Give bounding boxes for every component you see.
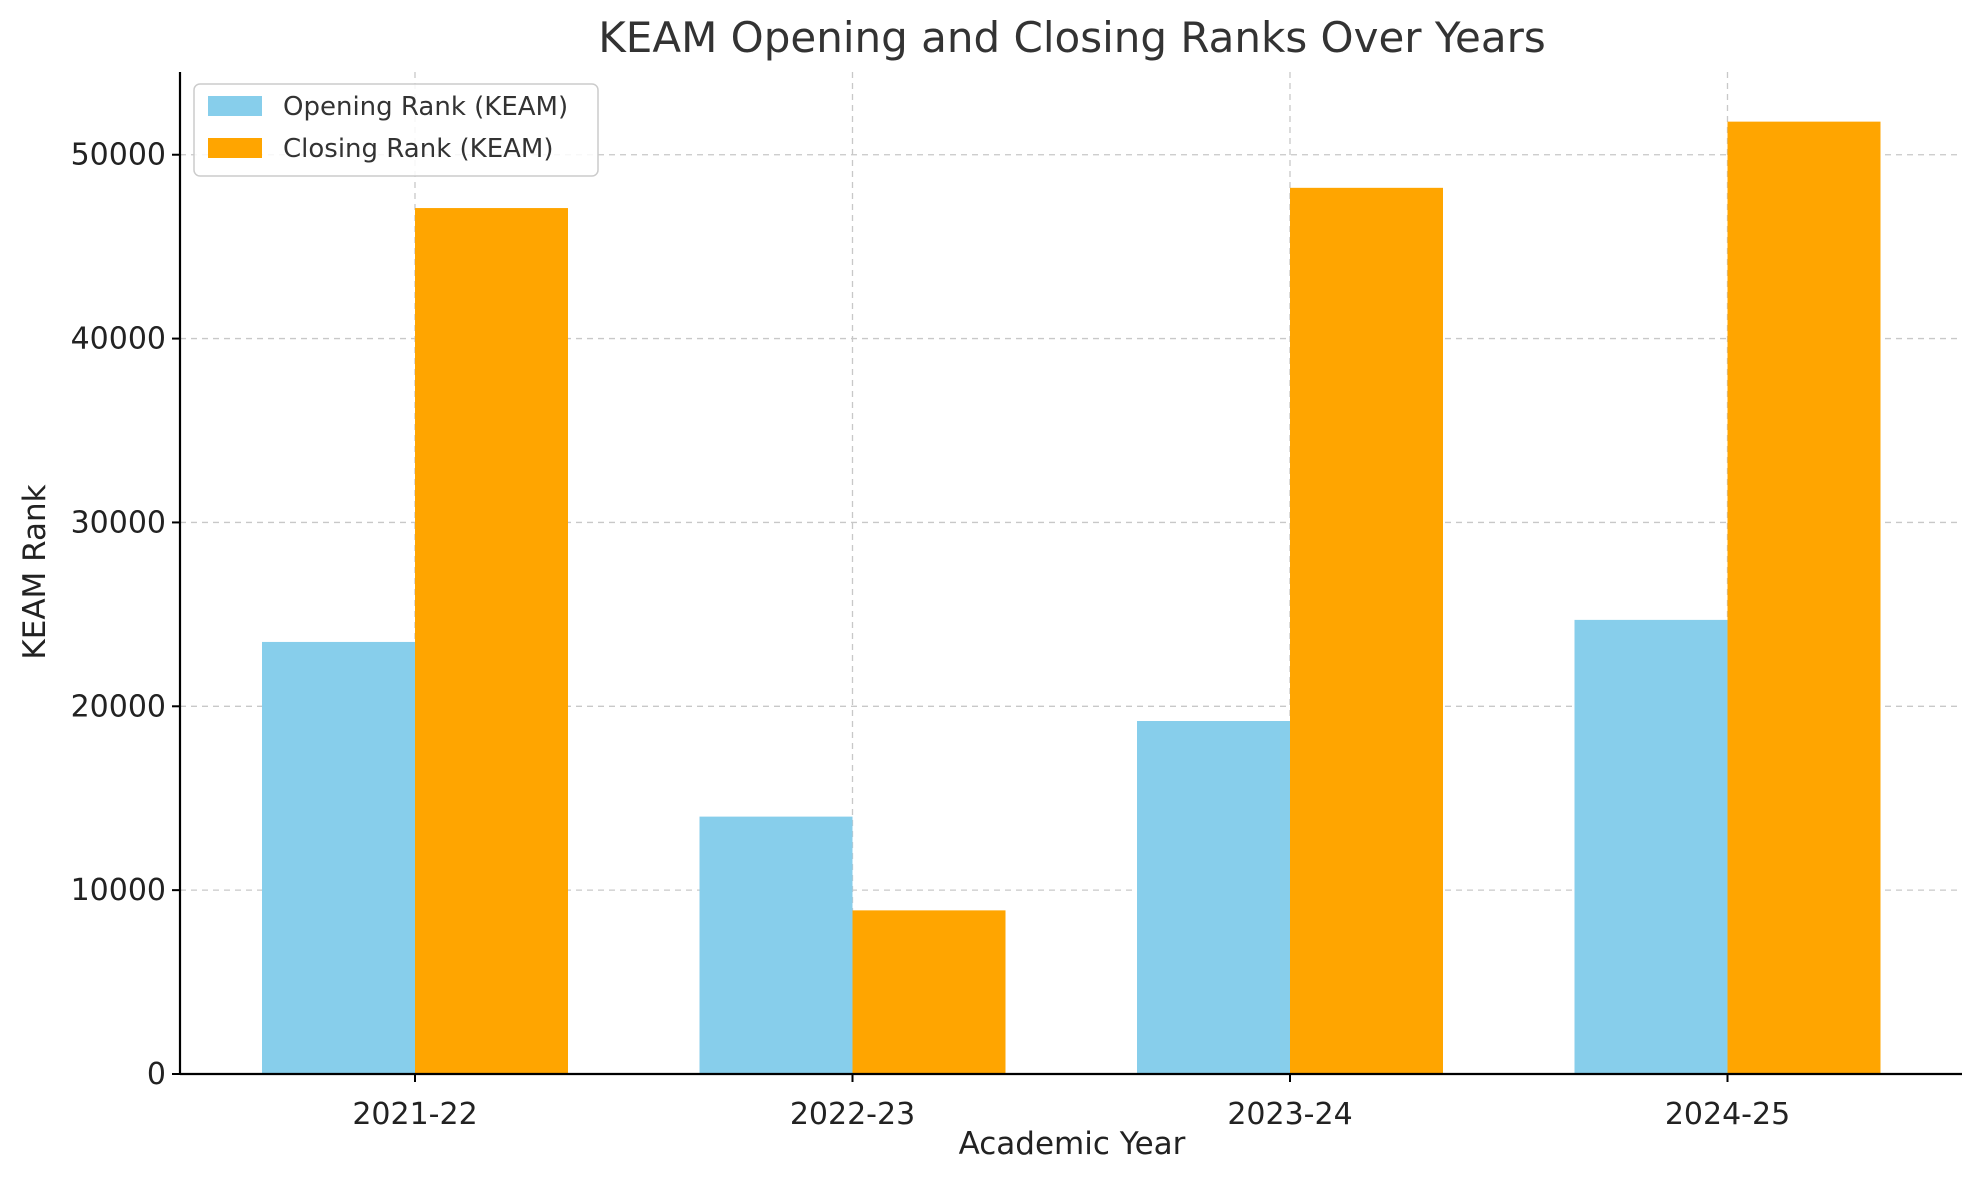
legend-entry-label: Opening Rank (KEAM) xyxy=(283,92,568,122)
bars-layer xyxy=(262,121,1881,1075)
x-tick-label: 2023-24 xyxy=(1227,1097,1352,1132)
x-tick-label: 2024-25 xyxy=(1665,1097,1790,1132)
closing-rank-bar-2021-22 xyxy=(415,208,568,1074)
legend: Opening Rank (KEAM) Closing Rank (KEAM) xyxy=(193,83,599,177)
legend-swatch xyxy=(208,96,262,116)
closing-rank-bar-2023-24 xyxy=(1290,187,1443,1075)
x-tick-label: 2022-23 xyxy=(790,1097,915,1132)
legend-box xyxy=(193,83,599,177)
legend-swatch xyxy=(208,138,262,158)
axes-layer: 0 10000 20000 30000 40000 50000 2021-22 2022-23… xyxy=(71,72,1962,1132)
y-tick-label: 40000 xyxy=(71,322,166,357)
chart-title: KEAM Opening and Closing Ranks Over Year… xyxy=(598,13,1545,62)
closing-rank-bar-2024-25 xyxy=(1727,121,1881,1074)
opening-rank-bar-2023-24 xyxy=(1137,721,1290,1074)
y-tick-label: 10000 xyxy=(71,873,166,908)
y-tick-label: 0 xyxy=(147,1057,166,1092)
opening-rank-bar-2022-23 xyxy=(699,816,853,1074)
opening-rank-bar-2021-22 xyxy=(262,641,415,1074)
closing-rank-bar-2022-23 xyxy=(852,910,1006,1074)
y-tick-label: 50000 xyxy=(71,138,166,173)
y-axis-label: KEAM Rank xyxy=(17,484,53,659)
x-axis-label: Academic Year xyxy=(959,1126,1186,1162)
opening-rank-bar-2024-25 xyxy=(1574,619,1728,1074)
y-tick-label: 20000 xyxy=(71,689,166,724)
legend-entry-label: Closing Rank (KEAM) xyxy=(283,134,554,164)
y-tick-label: 30000 xyxy=(71,505,166,540)
x-tick-label: 2021-22 xyxy=(352,1097,477,1132)
